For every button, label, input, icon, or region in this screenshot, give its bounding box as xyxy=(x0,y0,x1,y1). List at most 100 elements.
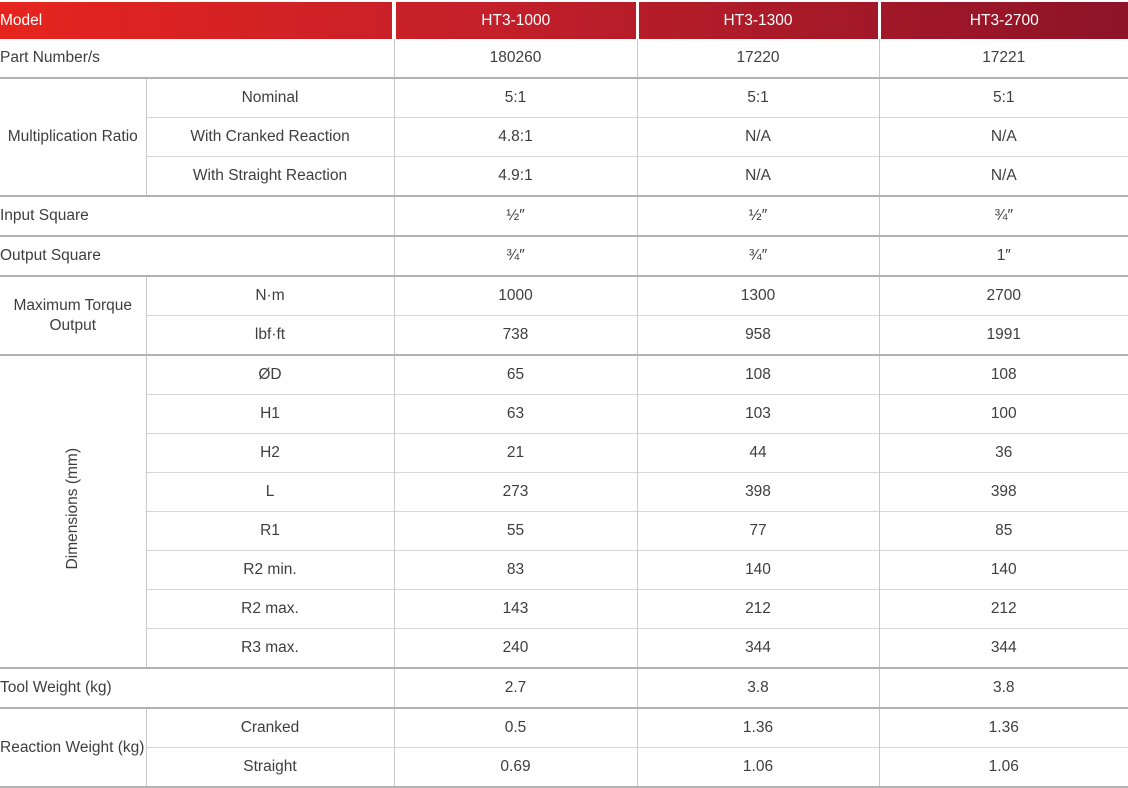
value-cell: N/A xyxy=(636,117,879,157)
value-cell: 140 xyxy=(636,550,879,590)
row-ratio-cranked: With Cranked Reaction 4.8:1 N/A N/A xyxy=(0,117,1128,157)
value-cell: 36 xyxy=(878,433,1128,473)
value-cell: 100 xyxy=(878,394,1128,434)
sub-label: R2 max. xyxy=(145,589,394,629)
row-dim-l: L 273 398 398 xyxy=(0,472,1128,512)
value-cell: 17221 xyxy=(878,39,1128,78)
row-label: Part Number/s xyxy=(0,49,100,67)
value-cell: 3.8 xyxy=(636,667,879,708)
value-cell: N/A xyxy=(878,117,1128,157)
row-dim-r1: R1 55 77 85 xyxy=(0,511,1128,551)
value-cell: 108 xyxy=(636,354,879,395)
row-dim-r2max: R2 max. 143 212 212 xyxy=(0,589,1128,629)
group-label-dimensions: Dimensions (mm) xyxy=(0,354,146,668)
sub-label: L xyxy=(145,472,394,512)
value-cell: 44 xyxy=(636,433,879,473)
row-torque-lbfft: lbf·ft 738 958 1991 xyxy=(0,315,1128,355)
row-torque-nm: Maximum Torque Output N·m 1000 1300 2700 xyxy=(0,275,1128,355)
sub-label: Straight xyxy=(145,747,394,787)
row-ratio-nominal: Multiplication Ratio Nominal 5:1 5:1 5:1 xyxy=(0,77,1128,196)
group-label-reaction-weight: Reaction Weight (kg) xyxy=(0,707,146,787)
row-reaction-cranked: Reaction Weight (kg) Cranked 0.5 1.36 1.… xyxy=(0,707,1128,787)
value-cell: 1991 xyxy=(878,315,1128,355)
sub-label: R1 xyxy=(145,511,394,551)
value-cell: 65 xyxy=(393,354,637,395)
row-dim-r3max: R3 max. 240 344 344 xyxy=(0,628,1128,668)
value-cell: 2.7 xyxy=(393,667,637,708)
value-cell: 4.9:1 xyxy=(393,156,637,196)
value-cell: 4.8:1 xyxy=(393,117,637,157)
value-cell: 1.36 xyxy=(636,707,879,748)
value-cell: 0.5 xyxy=(393,707,637,748)
row-label: Output Square xyxy=(0,235,394,276)
row-label: Tool Weight (kg) xyxy=(0,667,394,708)
row-dim-od: Dimensions (mm) ØD 65 108 108 xyxy=(0,354,1128,668)
sub-label: lbf·ft xyxy=(145,315,394,355)
value-cell: 240 xyxy=(393,628,637,668)
sub-label: With Cranked Reaction xyxy=(145,117,394,157)
value-cell: 0.69 xyxy=(393,747,637,787)
value-cell: 212 xyxy=(878,589,1128,629)
value-cell: 1.06 xyxy=(636,747,879,787)
value-cell: 1.06 xyxy=(878,747,1128,787)
value-cell: 398 xyxy=(636,472,879,512)
sub-label: Cranked xyxy=(145,707,394,748)
group-label-multiplication-ratio: Multiplication Ratio xyxy=(0,77,146,196)
row-part-number: Part Number/s 180260 17220 17221 xyxy=(0,39,1128,78)
value-cell: 5:1 xyxy=(878,77,1128,118)
row-label: Input Square xyxy=(0,195,394,236)
row-dim-h1: H1 63 103 100 xyxy=(0,394,1128,434)
value-cell: 5:1 xyxy=(636,77,879,118)
value-cell: 398 xyxy=(878,472,1128,512)
value-cell: 17220 xyxy=(636,39,879,78)
row-ratio-straight: With Straight Reaction 4.9:1 N/A N/A xyxy=(0,156,1128,196)
value-cell: 180260 xyxy=(393,39,637,78)
sub-label: H2 xyxy=(145,433,394,473)
model-header-label: Model xyxy=(0,2,396,39)
row-tool-weight: Tool Weight (kg) 2.7 3.8 3.8 xyxy=(0,667,1128,708)
value-cell: 55 xyxy=(393,511,637,551)
value-cell: ¾″ xyxy=(393,235,637,276)
value-cell: 344 xyxy=(878,628,1128,668)
value-cell: 344 xyxy=(636,628,879,668)
column-header-ht3-1300: HT3-1300 xyxy=(637,2,881,39)
value-cell: 3.8 xyxy=(878,667,1128,708)
row-dim-r2min: R2 min. 83 140 140 xyxy=(0,550,1128,590)
row-dim-h2: H2 21 44 36 xyxy=(0,433,1128,473)
value-cell: ½″ xyxy=(393,195,637,236)
row-output-square: Output Square ¾″ ¾″ 1″ xyxy=(0,235,1128,276)
value-cell: 63 xyxy=(393,394,637,434)
sub-label: Nominal xyxy=(145,77,394,118)
value-cell: ½″ xyxy=(636,195,879,236)
value-cell: 21 xyxy=(393,433,637,473)
value-cell: ¾″ xyxy=(878,195,1128,236)
row-input-square: Input Square ½″ ½″ ¾″ xyxy=(0,195,1128,236)
value-cell: 2700 xyxy=(878,275,1128,316)
value-cell: 212 xyxy=(636,589,879,629)
value-cell: 83 xyxy=(393,550,637,590)
value-cell: 958 xyxy=(636,315,879,355)
column-header-ht3-1000: HT3-1000 xyxy=(394,2,639,39)
dimensions-rotated-label: Dimensions (mm) xyxy=(63,448,81,570)
value-cell: 77 xyxy=(636,511,879,551)
value-cell: 5:1 xyxy=(393,77,637,118)
row-reaction-straight: Straight 0.69 1.06 1.06 xyxy=(0,747,1128,787)
sub-label: With Straight Reaction xyxy=(145,156,394,196)
value-cell: 1300 xyxy=(636,275,879,316)
value-cell: 1000 xyxy=(393,275,637,316)
sub-label: R2 min. xyxy=(145,550,394,590)
value-cell: 1.36 xyxy=(878,707,1128,748)
value-cell: 273 xyxy=(393,472,637,512)
sub-label: H1 xyxy=(145,394,394,434)
header-row: Model HT3-1000 HT3-1300 HT3-2700 xyxy=(0,2,1128,39)
sub-label: ØD xyxy=(145,354,394,395)
value-cell: 1″ xyxy=(878,235,1128,276)
sub-label: R3 max. xyxy=(145,628,394,668)
value-cell: N/A xyxy=(878,156,1128,196)
value-cell: 108 xyxy=(878,354,1128,395)
value-cell: N/A xyxy=(636,156,879,196)
value-cell: 140 xyxy=(878,550,1128,590)
group-label-max-torque: Maximum Torque Output xyxy=(0,275,146,355)
value-cell: 103 xyxy=(636,394,879,434)
